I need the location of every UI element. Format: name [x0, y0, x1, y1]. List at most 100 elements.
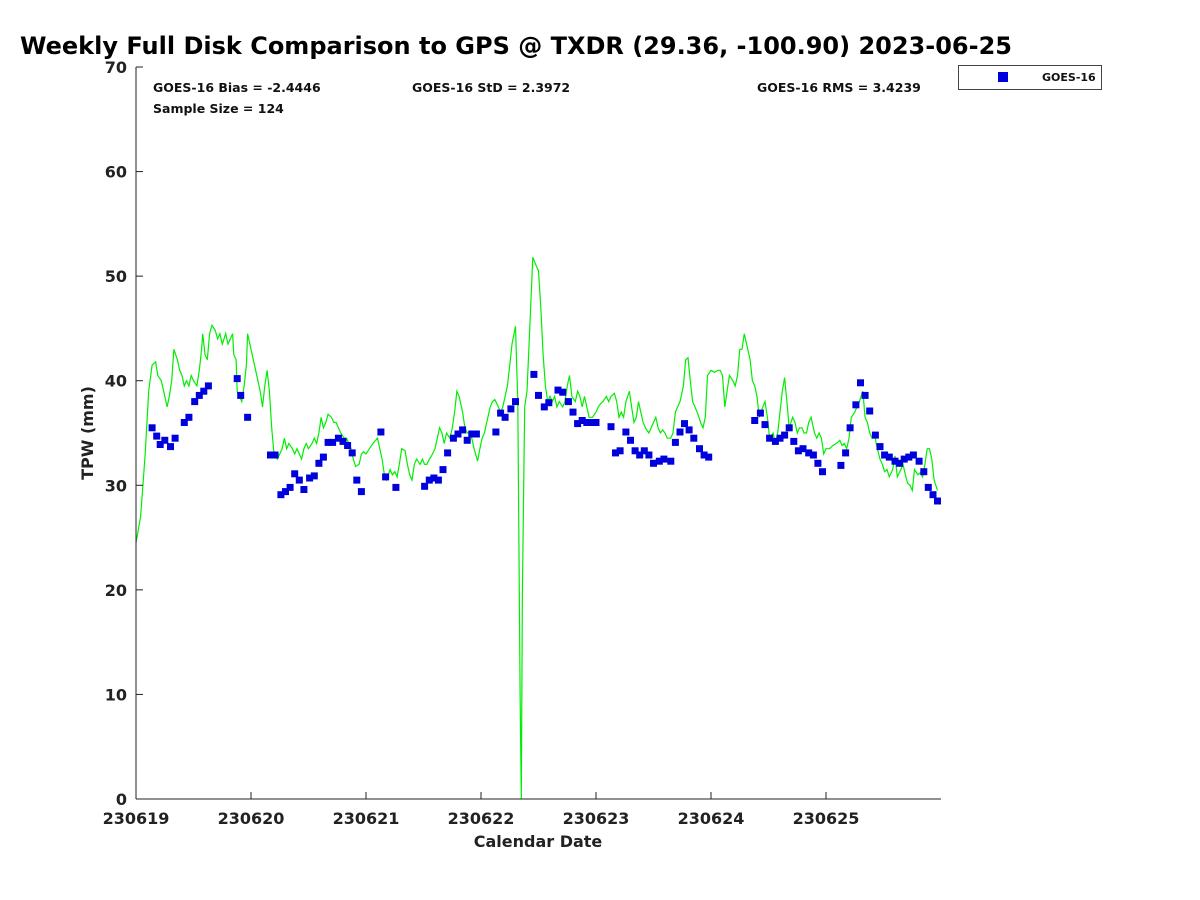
- x-tick-label: 230624: [678, 809, 745, 828]
- goes16-point: [805, 449, 813, 457]
- goes16-point: [650, 459, 657, 467]
- goes16-point: [306, 474, 314, 482]
- goes16-point: [876, 443, 884, 451]
- goes16-point: [819, 468, 826, 476]
- gps-series-line: [135, 257, 939, 800]
- y-tick-label: 70: [105, 58, 127, 77]
- goes16-point: [616, 447, 624, 455]
- y-tick-label: 50: [105, 267, 127, 286]
- x-tick-label: 230621: [333, 809, 400, 828]
- goes16-point: [339, 437, 347, 445]
- goes16-point: [905, 453, 913, 461]
- goes16-point: [794, 447, 802, 455]
- chart-title: Weekly Full Disk Comparison to GPS @ TXD…: [20, 32, 1012, 60]
- goes16-point: [814, 459, 822, 467]
- goes16-point: [583, 419, 591, 426]
- goes16-point: [776, 434, 784, 442]
- goes16-point: [696, 445, 703, 453]
- goes16-point: [382, 473, 390, 481]
- goes16-point: [592, 419, 600, 426]
- goes16-point: [655, 457, 663, 465]
- goes16-point: [310, 472, 318, 480]
- goes16-point: [348, 449, 356, 457]
- y-tick-label: 40: [105, 372, 127, 391]
- y-tick-label: 0: [116, 790, 127, 809]
- goes16-point: [434, 476, 442, 484]
- goes16-point: [846, 424, 854, 432]
- goes16-point: [766, 434, 774, 442]
- x-tick-label: 230620: [218, 809, 285, 828]
- goes16-point: [392, 483, 400, 491]
- y-tick-label: 30: [105, 476, 127, 495]
- goes16-point: [277, 491, 285, 499]
- goes16-point: [315, 459, 323, 467]
- goes16-point: [463, 436, 471, 444]
- goes16-point: [660, 455, 668, 463]
- goes16-point: [667, 457, 675, 465]
- goes16-point: [439, 466, 447, 474]
- goes16-point: [191, 398, 199, 406]
- x-tick-label: 230625: [793, 809, 860, 828]
- rms-stat: GOES-16 RMS = 3.4239: [757, 80, 921, 95]
- goes16-point: [929, 491, 937, 499]
- goes16-point: [771, 437, 779, 445]
- goes16-point: [501, 413, 509, 421]
- goes16-point: [271, 451, 279, 459]
- goes16-point: [685, 426, 693, 434]
- goes16-point: [671, 438, 679, 446]
- goes16-point: [837, 461, 845, 469]
- goes16-point: [282, 488, 289, 496]
- goes16-point: [153, 432, 161, 440]
- x-tick-label: 230623: [563, 809, 630, 828]
- sample-size-stat: Sample Size = 124: [153, 101, 284, 116]
- goes16-point: [705, 453, 713, 461]
- goes16-point: [357, 488, 365, 496]
- goes16-point: [444, 449, 452, 457]
- goes16-point: [761, 421, 769, 429]
- goes16-point: [857, 379, 864, 387]
- goes16-point: [681, 420, 688, 428]
- goes16-point: [425, 476, 433, 484]
- goes16-point: [535, 391, 542, 399]
- goes16-point: [195, 391, 203, 399]
- goes16-point: [640, 447, 648, 455]
- goes16-point: [454, 430, 462, 438]
- goes16-point: [569, 408, 577, 416]
- x-tick-label: 230622: [448, 809, 515, 828]
- goes16-point: [430, 474, 438, 482]
- axes-layer: 0 10 20 30 40 50 60 70 230619 230620 230621 230622 2…: [103, 58, 941, 828]
- goes16-point: [915, 457, 923, 465]
- goes16-point: [700, 451, 708, 459]
- goes16-point: [785, 424, 793, 432]
- goes16-point: [578, 417, 586, 424]
- goes16-point: [530, 370, 538, 378]
- goes16-point: [459, 426, 467, 434]
- x-tick-label: 230619: [103, 809, 170, 828]
- goes16-point: [871, 431, 879, 439]
- goes16-point: [920, 468, 928, 476]
- goes16-point: [607, 423, 615, 431]
- x-axis-label: Calendar Date: [474, 832, 603, 851]
- legend-label-goes16: GOES-16: [1042, 71, 1096, 84]
- bias-stat: GOES-16 Bias = -2.4446: [153, 80, 321, 95]
- goes16-point: [885, 453, 893, 461]
- goes16-point: [507, 405, 515, 413]
- goes16-point: [866, 407, 874, 415]
- std-stat: GOES-16 StD = 2.3972: [412, 80, 570, 95]
- plot-area: 0 10 20 30 40 50 60 70 230619 230620 230621 230622 2…: [103, 58, 941, 828]
- goes16-point: [809, 451, 817, 459]
- goes16-point: [421, 482, 429, 490]
- goes16-point: [627, 436, 634, 444]
- goes16-point: [861, 391, 869, 399]
- y-tick-label: 10: [105, 685, 127, 704]
- goes16-point: [631, 447, 639, 455]
- goes16-points-layer: [148, 370, 941, 505]
- goes16-point: [559, 388, 567, 396]
- goes16-point: [324, 438, 332, 446]
- goes16-point: [267, 451, 274, 459]
- legend-marker-square: [998, 72, 1008, 82]
- goes16-point: [512, 398, 519, 406]
- goes16-point: [449, 434, 457, 442]
- goes16-point: [472, 430, 480, 438]
- goes16-point: [799, 445, 807, 453]
